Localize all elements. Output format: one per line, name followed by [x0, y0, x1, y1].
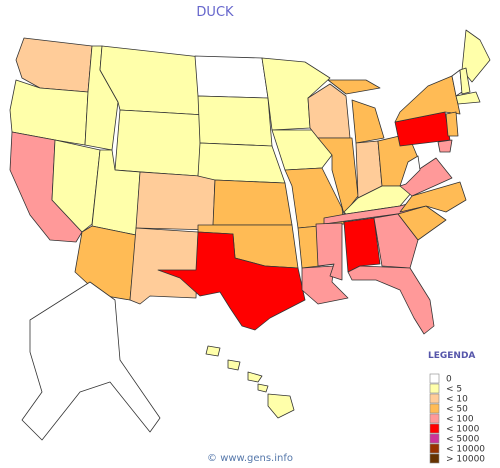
legend-swatch — [429, 373, 440, 384]
state — [445, 111, 459, 137]
legend-swatch — [429, 413, 440, 424]
legend-label: < 5000 — [446, 435, 480, 445]
state — [394, 75, 461, 123]
state — [459, 67, 471, 95]
legend-label: > 10000 — [446, 455, 485, 465]
state — [205, 345, 221, 357]
state — [197, 95, 273, 147]
footer: © www.gens.info — [207, 453, 293, 464]
state — [455, 91, 481, 105]
state — [343, 217, 381, 273]
legend-swatch — [429, 433, 440, 444]
legend-label: < 5 — [446, 385, 462, 395]
state — [351, 99, 385, 144]
legend-label: < 10 — [446, 395, 468, 405]
legend-swatch — [429, 453, 440, 464]
state — [51, 139, 101, 233]
state — [437, 139, 453, 153]
hawaii-islands — [227, 359, 295, 419]
legend-swatch — [429, 393, 440, 404]
map-title: DUCK — [196, 5, 234, 20]
legend-swatch — [429, 423, 440, 434]
state — [129, 227, 199, 305]
state — [197, 142, 286, 184]
state — [9, 79, 89, 146]
state — [461, 29, 491, 83]
state — [157, 231, 306, 331]
legend: 0< 5< 10< 50< 100< 1000< 5000< 10000> 10… — [429, 373, 485, 465]
legend-label: < 1000 — [446, 425, 480, 435]
state — [135, 171, 216, 231]
state — [194, 55, 269, 99]
state — [397, 205, 447, 241]
legend-label: < 50 — [446, 405, 468, 415]
state — [315, 222, 343, 281]
legend-label: 0 — [446, 375, 452, 385]
legend-swatch — [429, 403, 440, 414]
state — [373, 213, 419, 269]
state — [212, 179, 293, 226]
legend-title: LEGENDA — [428, 351, 475, 361]
legend-label: < 100 — [446, 415, 474, 425]
legend-swatch — [429, 443, 440, 454]
state — [21, 281, 161, 441]
state — [399, 155, 421, 187]
state — [347, 265, 435, 335]
state — [399, 181, 467, 213]
states — [9, 29, 491, 441]
state — [327, 79, 381, 95]
state — [114, 109, 206, 177]
legend-swatch — [429, 383, 440, 394]
legend-label: < 10000 — [446, 445, 485, 455]
